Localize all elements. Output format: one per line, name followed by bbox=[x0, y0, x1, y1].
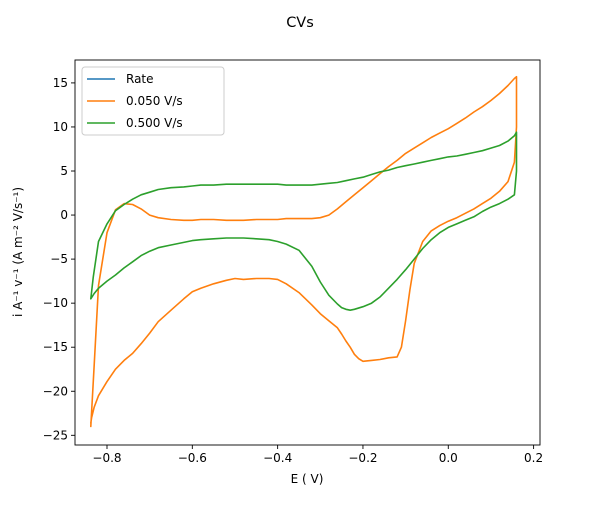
x-tick-label: −0.6 bbox=[178, 451, 207, 465]
legend-label: Rate bbox=[126, 72, 154, 86]
y-axis-label: i A⁻¹ v⁻¹ (A m⁻² V/s⁻¹) bbox=[11, 187, 25, 317]
y-tick-label: 5 bbox=[60, 164, 68, 178]
x-axis-label: E ( V) bbox=[291, 472, 324, 486]
y-tick-label: −25 bbox=[43, 428, 68, 442]
y-tick-label: −10 bbox=[43, 296, 68, 310]
y-tick-label: 10 bbox=[53, 120, 68, 134]
x-tick-label: −0.2 bbox=[348, 451, 377, 465]
x-tick-label: 0.2 bbox=[524, 451, 543, 465]
y-axis: −25 −20 −15 −10 −5 0 5 10 15 bbox=[43, 76, 75, 442]
legend-label: 0.500 V/s bbox=[126, 116, 183, 130]
plot-frame bbox=[74, 59, 541, 446]
legend-label: 0.050 V/s bbox=[126, 94, 183, 108]
series-line-1 bbox=[90, 75, 518, 428]
y-tick-label: 15 bbox=[53, 76, 68, 90]
y-tick-label: −15 bbox=[43, 340, 68, 354]
y-tick-label: −5 bbox=[50, 252, 68, 266]
x-tick-label: −0.8 bbox=[92, 451, 121, 465]
x-tick-label: 0.0 bbox=[439, 451, 458, 465]
series-layer bbox=[90, 75, 518, 428]
chart-title: CVs bbox=[286, 15, 314, 31]
legend: Rate 0.050 V/s 0.500 V/s bbox=[81, 66, 225, 136]
y-tick-label: −20 bbox=[43, 384, 68, 398]
x-tick-label: −0.4 bbox=[263, 451, 292, 465]
legend-box bbox=[81, 66, 225, 136]
series-line-2 bbox=[90, 131, 518, 311]
y-tick-label: 0 bbox=[60, 208, 68, 222]
x-axis: −0.8 −0.6 −0.4 −0.2 0.0 0.2 bbox=[92, 445, 543, 465]
